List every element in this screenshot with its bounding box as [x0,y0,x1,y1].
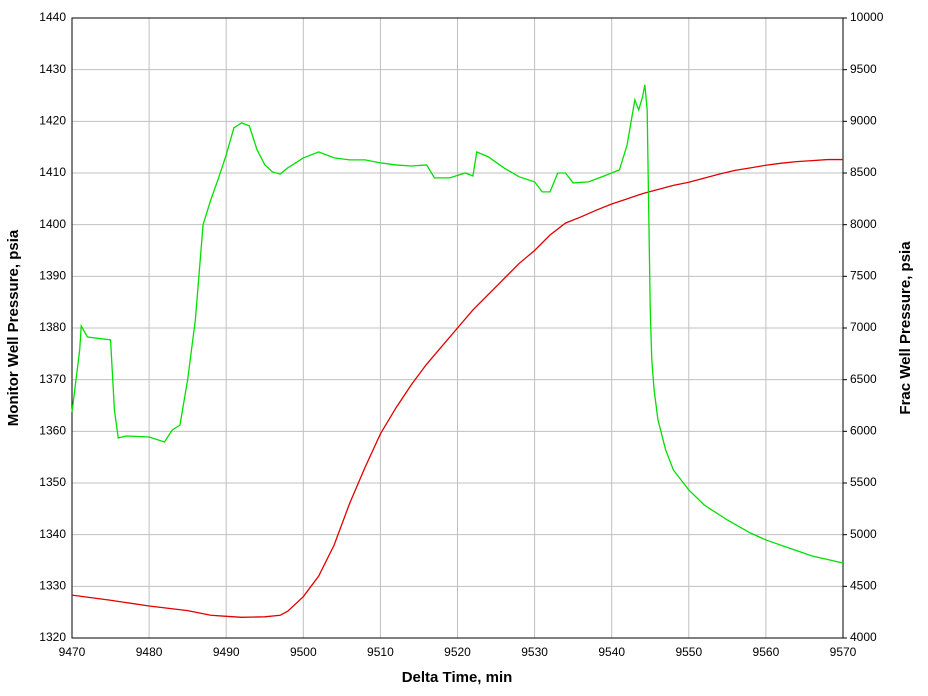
x-tick-label: 9520 [444,645,471,659]
x-tick-label: 9470 [59,645,86,659]
y2-tick-label: 9500 [850,62,877,76]
y-tick-label: 1430 [39,62,66,76]
y-tick-label: 1380 [39,320,66,334]
y-tick-label: 1400 [39,217,66,231]
x-tick-label: 9540 [598,645,625,659]
y2-tick-label: 9000 [850,114,877,128]
x-tick-label: 9550 [675,645,702,659]
x-tick-label: 9570 [830,645,857,659]
x-axis-label: Delta Time, min [402,669,513,686]
y-tick-label: 1410 [39,165,66,179]
y-tick-label: 1440 [39,10,66,24]
x-tick-label: 9490 [213,645,240,659]
data-line [71,84,844,564]
y2-tick-label: 8000 [850,217,877,231]
y2-tick-label: 4000 [850,630,877,644]
y2-tick-label: 8500 [850,165,877,179]
y2-tick-label: 7500 [850,269,877,283]
y-tick-label: 1360 [39,424,66,438]
data-line [71,158,843,618]
y2-tick-label: 4500 [850,579,877,593]
y-tick-label: 1340 [39,527,66,541]
x-tick-label: 9500 [290,645,317,659]
y-axis-label: Monitor Well Pressure, psia [5,229,22,426]
y2-axis-label: Frac Well Pressure, psia [897,241,914,415]
y-tick-label: 1420 [39,114,66,128]
x-tick-label: 9510 [367,645,394,659]
y2-tick-label: 6000 [850,424,877,438]
y2-tick-label: 10000 [850,10,884,24]
y-tick-label: 1390 [39,269,66,283]
y2-tick-label: 5500 [850,475,877,489]
y2-tick-label: 5000 [850,527,877,541]
y-tick-label: 1350 [39,475,66,489]
y-tick-label: 1320 [39,630,66,644]
x-tick-label: 9480 [136,645,163,659]
y-tick-label: 1370 [39,372,66,386]
x-tick-label: 9530 [521,645,548,659]
y-tick-label: 1330 [39,579,66,593]
plot-frame [71,17,844,639]
y2-tick-label: 6500 [850,372,877,386]
x-tick-label: 9560 [753,645,780,659]
y2-tick-label: 7000 [850,320,877,334]
